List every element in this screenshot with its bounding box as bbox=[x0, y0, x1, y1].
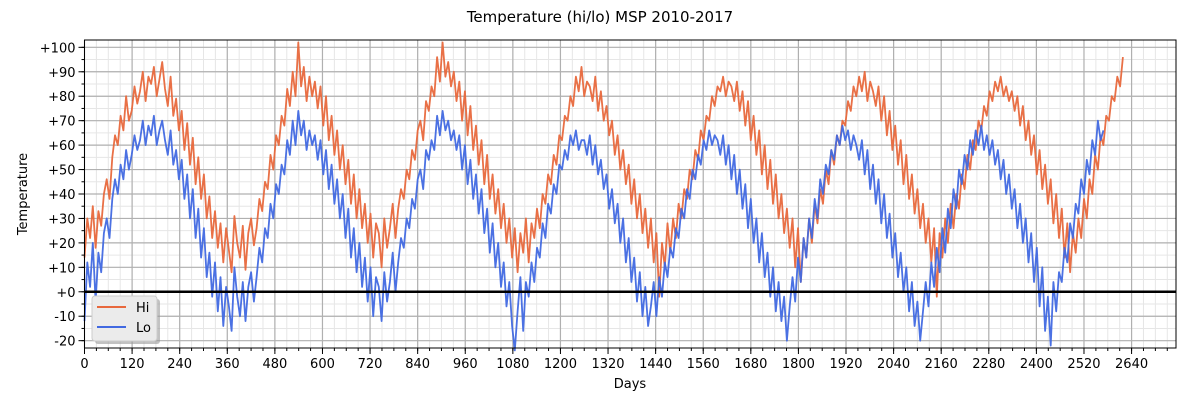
y-tick-label: -10 bbox=[54, 310, 75, 325]
legend-hi-label: Hi bbox=[136, 301, 149, 316]
y-axis-label: Temperature bbox=[16, 153, 31, 236]
series-layer bbox=[83, 41, 1124, 352]
x-tick-label: 1560 bbox=[687, 357, 720, 372]
legend: Hi Lo bbox=[91, 295, 160, 344]
x-tick-label: 720 bbox=[358, 357, 383, 372]
y-tick-label: +60 bbox=[48, 139, 75, 154]
y-tick-label: -20 bbox=[54, 335, 75, 350]
y-tick-label: +20 bbox=[48, 237, 75, 252]
y-tick-label: +30 bbox=[48, 212, 75, 227]
x-tick-label: 1200 bbox=[544, 357, 577, 372]
y-tick-label: +10 bbox=[48, 261, 75, 276]
y-tick-label: +100 bbox=[40, 41, 76, 56]
y-tick-label: +50 bbox=[48, 164, 75, 179]
x-tick-label: 240 bbox=[167, 357, 192, 372]
x-axis-ticks: 0 120 240 360 480 600 720 840 960 1080 1200 1320 144… bbox=[80, 348, 1168, 372]
x-tick-label: 840 bbox=[405, 357, 430, 372]
x-tick-label: 1920 bbox=[829, 357, 862, 372]
x-tick-label: 600 bbox=[310, 357, 335, 372]
y-tick-label: +80 bbox=[48, 90, 75, 105]
x-tick-label: 2280 bbox=[972, 357, 1005, 372]
x-tick-label: 2520 bbox=[1067, 357, 1100, 372]
x-axis-label: Days bbox=[614, 377, 647, 392]
series-line-lo bbox=[83, 110, 1105, 352]
x-tick-label: 1680 bbox=[734, 357, 767, 372]
y-tick-label: +40 bbox=[48, 188, 75, 203]
x-tick-label: 960 bbox=[453, 357, 478, 372]
y-axis-ticks: -20 -10 +0 +10 +20 +30 +40 +50 +60 +70 +80 +90 +100 bbox=[40, 41, 85, 350]
x-tick-label: 1440 bbox=[639, 357, 672, 372]
x-tick-label: 2160 bbox=[925, 357, 958, 372]
x-tick-label: 1800 bbox=[782, 357, 815, 372]
chart-title: Temperature (hi/lo) MSP 2010-2017 bbox=[466, 8, 733, 26]
x-tick-label: 2040 bbox=[877, 357, 910, 372]
x-tick-label: 2640 bbox=[1115, 357, 1148, 372]
x-tick-label: 1320 bbox=[591, 357, 624, 372]
legend-lo-label: Lo bbox=[136, 321, 151, 336]
x-tick-label: 0 bbox=[80, 357, 88, 372]
y-tick-label: +70 bbox=[48, 115, 75, 130]
x-tick-label: 360 bbox=[215, 357, 240, 372]
x-tick-label: 480 bbox=[262, 357, 287, 372]
x-tick-label: 120 bbox=[120, 357, 145, 372]
y-tick-label: +90 bbox=[48, 66, 75, 81]
x-tick-label: 1080 bbox=[496, 357, 529, 372]
x-tick-label: 2400 bbox=[1020, 357, 1053, 372]
y-tick-label: +0 bbox=[56, 286, 75, 301]
